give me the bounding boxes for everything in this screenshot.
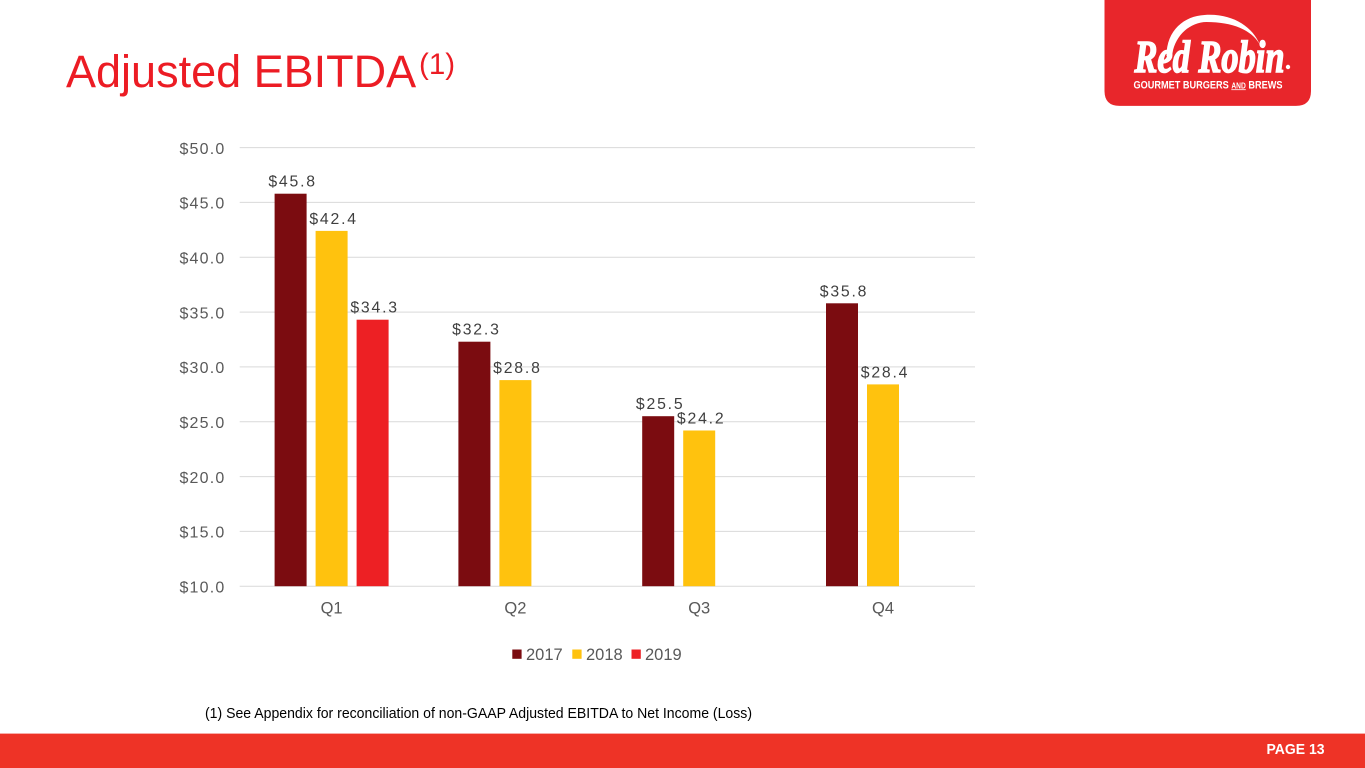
svg-text:Red Robin: Red Robin — [1134, 31, 1285, 82]
svg-text:Q3: Q3 — [688, 600, 710, 618]
svg-text:$34.3: $34.3 — [350, 300, 399, 317]
svg-text:$42.4: $42.4 — [309, 211, 358, 228]
svg-text:GOURMET BURGERS AND BREWS: GOURMET BURGERS AND BREWS — [1134, 79, 1283, 91]
svg-text:$35.0: $35.0 — [179, 305, 225, 322]
svg-text:2017: 2017 — [526, 646, 563, 664]
svg-text:Q4: Q4 — [872, 600, 894, 618]
svg-text:$45.0: $45.0 — [179, 196, 225, 213]
svg-text:$24.2: $24.2 — [677, 411, 726, 428]
svg-text:$50.0: $50.0 — [179, 141, 225, 158]
svg-text:Q2: Q2 — [504, 600, 526, 618]
svg-text:2018: 2018 — [586, 646, 623, 664]
svg-text:$45.8: $45.8 — [268, 174, 317, 191]
svg-text:$28.8: $28.8 — [493, 360, 542, 377]
svg-text:Q1: Q1 — [321, 600, 343, 618]
svg-text:PAGE 13: PAGE 13 — [1267, 741, 1325, 758]
svg-text:$35.8: $35.8 — [820, 283, 869, 300]
svg-text:(1): (1) — [419, 48, 455, 81]
svg-text:$28.4: $28.4 — [861, 364, 910, 381]
svg-text:$25.5: $25.5 — [636, 396, 685, 413]
svg-text:$20.0: $20.0 — [179, 470, 225, 487]
svg-text:$40.0: $40.0 — [179, 251, 225, 268]
svg-text:$25.0: $25.0 — [179, 415, 225, 432]
svg-text:Adjusted EBITDA: Adjusted EBITDA — [66, 46, 416, 97]
svg-text:2019: 2019 — [645, 646, 682, 664]
svg-text:$32.3: $32.3 — [452, 322, 501, 339]
svg-text:$10.0: $10.0 — [179, 580, 225, 597]
svg-text:(1) See Appendix for reconcili: (1) See Appendix for reconciliation of n… — [205, 705, 752, 722]
svg-text:$15.0: $15.0 — [179, 525, 225, 542]
svg-text:$30.0: $30.0 — [179, 360, 225, 377]
